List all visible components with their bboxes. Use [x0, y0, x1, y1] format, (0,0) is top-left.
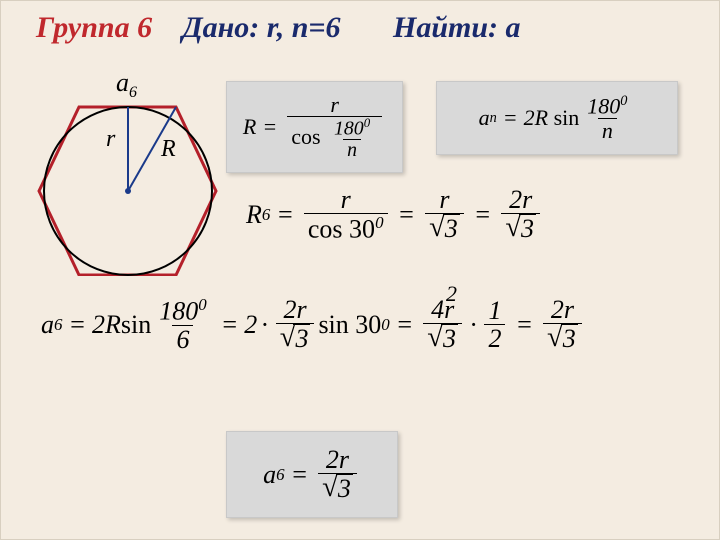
- title-group: Группа 6: [36, 11, 152, 44]
- title-find: Найти: а: [393, 11, 521, 44]
- label-R: R: [160, 136, 176, 162]
- hexagon-circle-diagram: a6 r R: [21, 61, 236, 276]
- page-title: Группа 6 Дано: r, n=6 Найти: а: [36, 11, 521, 45]
- formula-R-general: R= r cos 1800 n: [226, 81, 403, 173]
- label-a6: a6: [116, 68, 137, 101]
- formula-a6-result: a6 = 2r √3: [226, 431, 398, 518]
- formula-a6-derivation: a6 = 2R sin 1800 6 = 2· 2r √3 sin 300 = …: [41, 296, 691, 353]
- formula-R6-derivation: R6 = r cos 300 = r √3 = 2r √3: [246, 186, 696, 243]
- label-r: r: [106, 126, 116, 152]
- formula-an-general: an = 2R sin 1800 n: [436, 81, 678, 155]
- title-given: Дано: r, n=6: [182, 11, 340, 44]
